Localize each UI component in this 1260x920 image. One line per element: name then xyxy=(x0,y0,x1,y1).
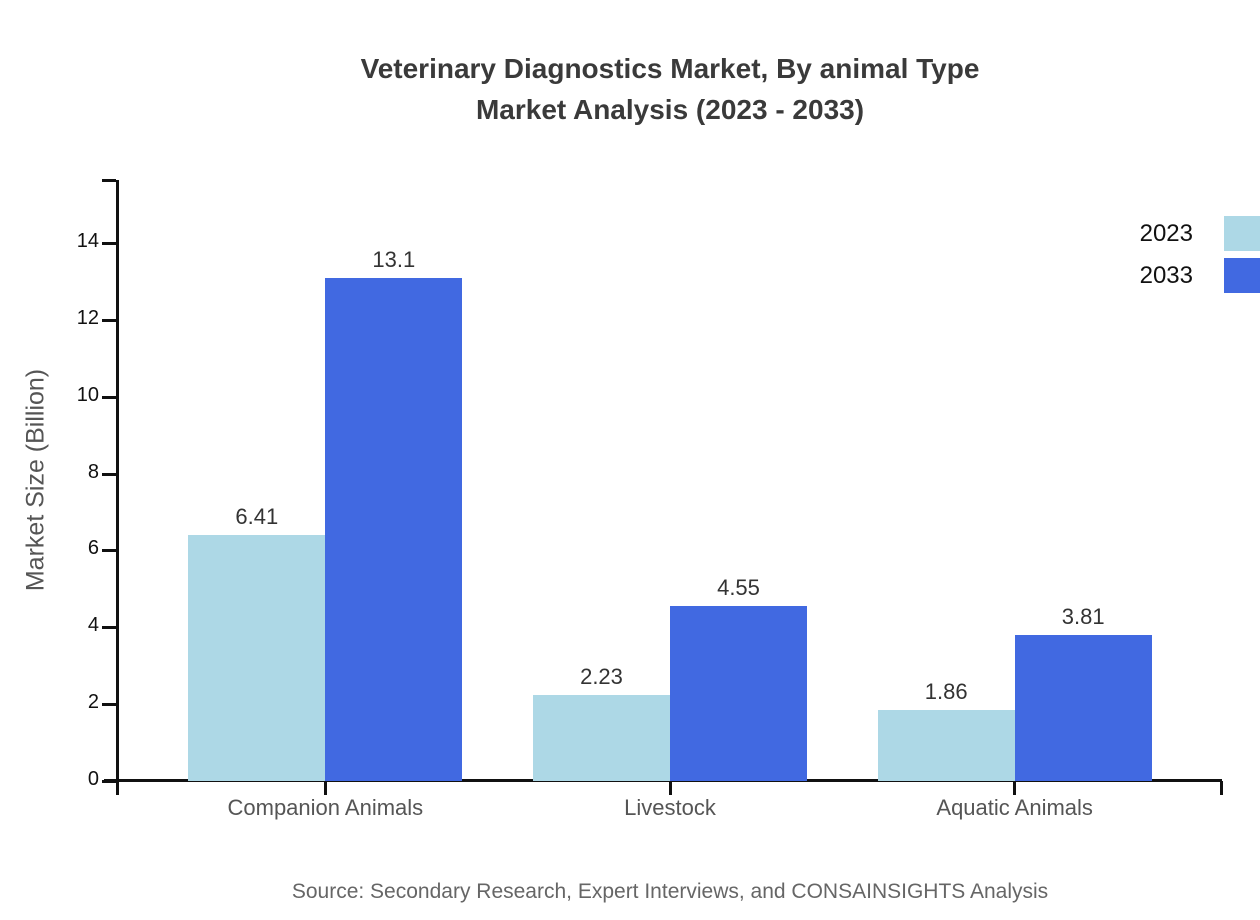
y-tick xyxy=(102,549,116,553)
chart-title-line2: Market Analysis (2023 - 2033) xyxy=(475,94,865,125)
x-tick xyxy=(323,781,327,795)
y-tick xyxy=(102,318,116,322)
bar-value-label: 4.55 xyxy=(717,575,760,601)
legend-label-2033: 2033 xyxy=(1139,261,1193,289)
bar-2023-2 xyxy=(877,709,1015,781)
y-tick xyxy=(102,395,116,399)
y-tick xyxy=(102,472,116,476)
bar-value-label: 1.86 xyxy=(924,678,968,704)
bar-value-label: 13.1 xyxy=(372,246,416,272)
y-tick-label: 2 xyxy=(87,691,99,714)
chart-title: Veterinary Diagnostics Market, By animal… xyxy=(80,48,1260,130)
category-label: Companion Animals xyxy=(227,795,424,820)
legend-item-2023: 2023 xyxy=(1140,216,1260,251)
y-tick xyxy=(102,626,116,630)
y-tick-label: 4 xyxy=(87,614,99,637)
source-note: Source: Secondary Research, Expert Inter… xyxy=(291,880,1049,903)
y-tick-label: 6 xyxy=(87,537,99,560)
bar-value-label: 2.23 xyxy=(580,664,623,690)
bar-2023-0 xyxy=(188,534,326,781)
y-axis-line xyxy=(116,180,119,795)
y-tick xyxy=(102,780,116,783)
bar-2033-1 xyxy=(670,606,807,781)
category-label: Livestock xyxy=(624,795,716,820)
bar-2033-2 xyxy=(1014,634,1152,781)
bar-2033-0 xyxy=(325,277,463,781)
y-tick-label: 8 xyxy=(87,460,99,483)
category-label: Aquatic Animals xyxy=(936,795,1093,820)
y-tick-label: 12 xyxy=(76,306,99,329)
x-axis-end-cap xyxy=(1220,781,1223,795)
y-tick-label: 14 xyxy=(76,230,99,253)
legend: 2023 2033 xyxy=(1140,216,1260,293)
y-axis-top-cap xyxy=(102,179,116,182)
legend-swatch-2033 xyxy=(1224,258,1260,293)
x-tick xyxy=(1013,781,1017,795)
legend-item-2033: 2033 xyxy=(1140,258,1260,293)
y-tick xyxy=(102,242,116,246)
bar-value-label: 6.41 xyxy=(235,503,279,529)
legend-label-2023: 2023 xyxy=(1139,219,1193,247)
y-tick-label: 10 xyxy=(76,383,99,406)
bar-2023-1 xyxy=(533,695,670,781)
x-tick xyxy=(668,781,672,795)
y-tick-label: 0 xyxy=(87,768,99,790)
legend-swatch-2023 xyxy=(1224,216,1260,251)
chart-title-line1: Veterinary Diagnostics Market, By animal… xyxy=(360,53,980,84)
y-tick xyxy=(102,703,116,707)
bar-value-label: 3.81 xyxy=(1061,603,1105,629)
